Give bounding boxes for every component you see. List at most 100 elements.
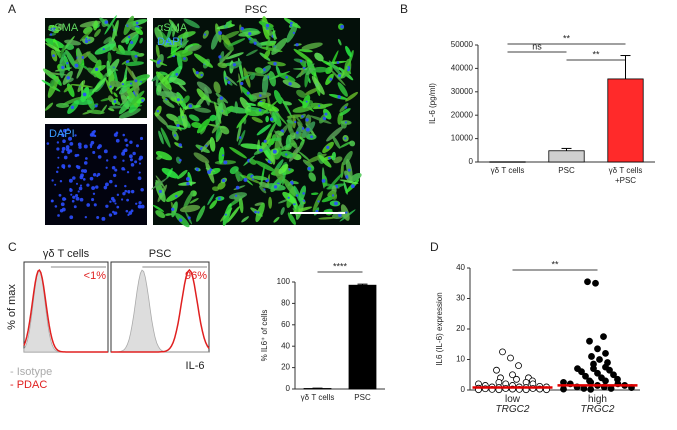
nucleus (340, 24, 345, 29)
nucleus (175, 194, 178, 198)
cell (261, 74, 269, 95)
nucleus (122, 191, 126, 196)
nucleus (64, 198, 67, 201)
y-tick-label: 20 (456, 324, 465, 333)
nucleus (59, 130, 62, 133)
nucleus (128, 154, 133, 159)
nucleus (334, 201, 338, 206)
nucleus (108, 213, 113, 217)
nucleus (156, 109, 160, 113)
nucleus (285, 75, 288, 79)
nucleus (77, 190, 80, 193)
nucleus (78, 145, 82, 149)
cell (339, 103, 349, 113)
cell (254, 67, 264, 74)
cell (127, 22, 136, 31)
nucleus (113, 155, 117, 159)
panel-label: B (400, 2, 408, 16)
cell (339, 179, 359, 184)
nucleus (307, 166, 311, 171)
nucleus (91, 186, 96, 191)
data-point (602, 349, 609, 357)
cell (277, 198, 289, 204)
nucleus (105, 166, 108, 169)
x-tick-label: γδ T cells (491, 166, 525, 175)
cell (296, 204, 299, 214)
nucleus (130, 163, 135, 167)
nucleus (224, 213, 227, 216)
cell (86, 51, 99, 64)
x-tick-label: γδ T cells +PSC (609, 166, 643, 185)
nucleus (273, 185, 278, 189)
nucleus (301, 115, 304, 118)
nucleus (56, 141, 60, 144)
cell (275, 130, 284, 136)
nucleus (55, 170, 59, 174)
cell (286, 23, 298, 43)
cell (165, 21, 174, 43)
cell (134, 27, 144, 35)
histogram-title: PSC (149, 248, 172, 260)
nucleus (344, 137, 347, 140)
nucleus (82, 92, 87, 97)
cell (166, 125, 178, 132)
nucleus (69, 215, 74, 220)
cell (306, 68, 314, 76)
nucleus (158, 189, 162, 194)
cell (194, 107, 212, 113)
nucleus (243, 177, 248, 182)
stain-label: αSMA (48, 22, 79, 34)
cell (339, 108, 351, 116)
nucleus (209, 168, 213, 172)
cell (156, 84, 162, 93)
data-point (578, 368, 585, 376)
nucleus (350, 184, 355, 189)
nucleus (126, 171, 130, 174)
nucleus (139, 136, 144, 141)
cell (245, 49, 258, 56)
nucleus (124, 189, 128, 193)
cell (229, 146, 247, 159)
nucleus (238, 136, 242, 139)
nucleus (91, 198, 95, 202)
nucleus (61, 133, 65, 137)
nucleus (56, 147, 60, 151)
cell (57, 23, 64, 30)
nucleus (101, 216, 106, 221)
cell (119, 108, 141, 119)
data-point (600, 333, 607, 341)
cell (345, 45, 352, 58)
nucleus (200, 73, 203, 77)
nucleus (135, 144, 139, 148)
nucleus (98, 144, 102, 148)
nucleus (165, 39, 169, 43)
nucleus (176, 98, 180, 102)
cell (196, 88, 207, 101)
cell (258, 181, 270, 188)
nucleus (59, 180, 63, 183)
cell (349, 173, 362, 182)
nucleus (140, 204, 145, 209)
cell (45, 42, 62, 52)
cell (171, 201, 178, 218)
bar (548, 150, 585, 163)
nucleus (132, 151, 136, 156)
nucleus (63, 155, 68, 160)
nucleus (57, 156, 60, 159)
nucleus (104, 182, 109, 187)
cell (81, 64, 89, 71)
bar (348, 284, 377, 390)
data-point (582, 372, 589, 380)
nucleus (58, 193, 62, 197)
nucleus (205, 144, 208, 147)
cell (236, 113, 249, 129)
significance-label: ** (563, 33, 571, 43)
y-axis-label: % IL6⁺ of cells (260, 310, 269, 362)
nucleus (105, 204, 109, 208)
nucleus (269, 117, 274, 122)
cell (278, 163, 289, 174)
nucleus (65, 147, 70, 152)
nucleus (46, 142, 50, 145)
cell (189, 197, 199, 204)
